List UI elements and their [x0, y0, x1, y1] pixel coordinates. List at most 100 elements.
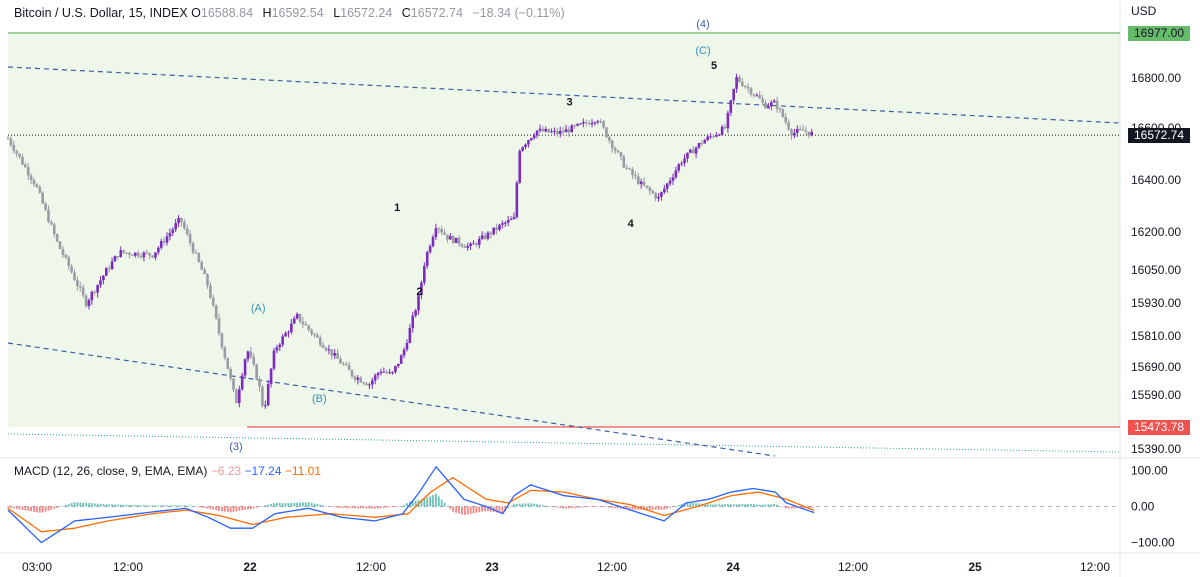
macd-histogram-bar: [163, 505, 166, 507]
macd-histogram-bar: [715, 504, 718, 507]
candle-body: [616, 150, 620, 153]
candle-body: [741, 81, 744, 86]
macd-histogram-bar: [469, 506, 472, 514]
macd-histogram-bar: [672, 506, 674, 507]
candle-body: [480, 235, 484, 239]
macd-histogram-bar: [322, 505, 325, 507]
macd-histogram-bar: [524, 503, 527, 507]
macd-histogram-bar: [397, 506, 400, 507]
candle-body: [411, 315, 415, 329]
macd-histogram-bar: [44, 506, 47, 512]
candle-body: [755, 95, 759, 97]
macd-histogram-bar: [576, 506, 579, 508]
macd-histogram-bar: [293, 502, 296, 507]
macd-histogram-bar: [452, 506, 455, 512]
macd-histogram-bar: [235, 506, 238, 512]
candle-body: [78, 286, 82, 288]
macd-histogram-bar: [215, 506, 218, 511]
candle-body: [342, 363, 345, 365]
candle-body: [457, 237, 461, 245]
wave-label: (B): [312, 393, 327, 405]
candle-body: [431, 237, 435, 247]
macd-histogram-bar: [599, 506, 602, 507]
macd-histogram-bar: [223, 506, 226, 512]
macd-histogram-bar: [255, 506, 258, 508]
candle-body: [729, 100, 733, 113]
candle-body: [35, 184, 39, 188]
macd-histogram-bar: [374, 506, 377, 509]
candle-body: [339, 358, 342, 364]
candle-body: [498, 224, 501, 230]
macd-histogram-bar: [727, 504, 729, 507]
macd-histogram-bar: [677, 504, 680, 507]
candle-body: [290, 323, 293, 333]
candle-body: [44, 203, 47, 210]
time-axis-label: 12:00: [1080, 560, 1110, 574]
candle-body: [194, 252, 198, 254]
candle-body: [128, 252, 131, 255]
candle-body: [524, 144, 527, 148]
candle-body: [582, 122, 585, 124]
candle-body: [261, 386, 264, 406]
candle-body: [810, 131, 814, 136]
candle-body: [15, 150, 18, 154]
macd-histogram-bar: [131, 504, 134, 507]
candle-body: [492, 227, 496, 235]
candle-body: [423, 265, 426, 283]
macd-histogram-bar: [403, 505, 405, 507]
candle-body: [639, 181, 643, 185]
low-label: L: [333, 6, 341, 20]
macd-histogram-bar: [356, 506, 359, 509]
candle-body: [240, 375, 244, 390]
candle-body: [209, 285, 212, 298]
candle-body: [402, 349, 406, 356]
candle-body: [769, 102, 773, 107]
candle-body: [278, 344, 282, 348]
candle-body: [654, 193, 657, 199]
macd-histogram-bar: [62, 505, 64, 507]
macd-histogram-bar: [530, 503, 533, 507]
macd-histogram-bar: [273, 503, 275, 507]
price-axis-label: 15690.00: [1131, 360, 1181, 374]
time-axis-label: 03:00: [22, 560, 52, 574]
macd-histogram-bar: [787, 506, 790, 509]
candle-body: [174, 223, 177, 230]
candle-body: [503, 222, 507, 224]
macd-histogram-bar: [579, 506, 582, 508]
macd-histogram-bar: [562, 506, 565, 509]
macd-histogram-bar: [755, 504, 758, 507]
macd-histogram-bar: [380, 506, 382, 509]
macd-histogram-bar: [232, 506, 235, 512]
macd-histogram-bar: [7, 506, 9, 508]
candle-body: [515, 182, 519, 218]
candle-body: [680, 163, 683, 165]
macd-histogram-bar: [160, 505, 163, 507]
candle-body: [584, 122, 588, 124]
macd-histogram-bar: [790, 506, 793, 509]
candle-body: [576, 123, 579, 126]
candle-body: [6, 138, 10, 140]
macd-histogram-bar: [643, 506, 645, 510]
candle-body: [437, 228, 441, 230]
candle-body: [408, 328, 412, 343]
price-axis-label: 16200.00: [1131, 225, 1181, 239]
macd-histogram-bar: [90, 503, 93, 507]
candle-body: [460, 244, 464, 247]
candle-body: [171, 229, 175, 233]
candle-body: [440, 229, 443, 233]
macd-histogram-bar: [21, 506, 24, 510]
candle-body: [804, 130, 808, 132]
macd-histogram-bar: [553, 506, 556, 508]
candle-body: [235, 389, 238, 404]
macd-histogram-bar: [602, 506, 605, 508]
candle-body: [99, 280, 102, 285]
candle-body: [32, 179, 36, 185]
macd-histogram-bar: [151, 505, 154, 507]
macd-histogram-bar: [238, 506, 241, 511]
macd-histogram-bar: [703, 503, 706, 507]
close-label: C: [401, 6, 411, 20]
candle-body: [96, 284, 99, 293]
macd-histogram-bar: [79, 502, 82, 507]
macd-histogram-bar: [449, 506, 452, 510]
